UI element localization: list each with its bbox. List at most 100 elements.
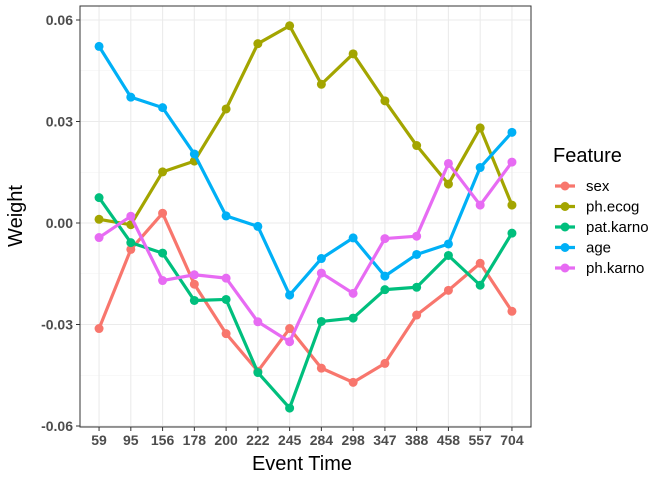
data-point	[507, 157, 517, 167]
data-point	[285, 21, 295, 31]
y-tick-label: -0.03	[41, 317, 73, 333]
series-line	[97, 196, 514, 410]
legend-item-age: age	[555, 240, 611, 257]
data-point	[158, 248, 168, 258]
plot-border	[79, 5, 532, 428]
data-point	[380, 285, 390, 295]
data-point	[221, 273, 231, 283]
x-tick-label: 222	[246, 432, 270, 448]
legend-key-point	[560, 243, 570, 252]
data-point	[221, 294, 231, 304]
y-tick-label: 0.03	[46, 114, 73, 130]
x-tick-label: 284	[310, 432, 334, 448]
legend-item-sex: sex	[555, 178, 610, 195]
data-point	[316, 79, 326, 89]
data-point	[94, 233, 104, 243]
x-tick-label: 388	[405, 432, 429, 448]
legend-item-ph-karno: ph.karno	[555, 260, 644, 277]
data-point	[443, 285, 453, 295]
data-point	[126, 238, 136, 248]
series-ph-karno	[94, 157, 517, 347]
data-point	[221, 211, 231, 221]
data-point	[507, 127, 517, 137]
data-point	[443, 239, 453, 249]
data-point	[94, 324, 104, 334]
x-tick-label: 458	[437, 432, 461, 448]
data-point	[189, 295, 199, 305]
data-point	[158, 167, 168, 177]
data-point	[507, 306, 517, 316]
legend-key-point	[560, 202, 570, 211]
x-tick-label: 178	[183, 432, 207, 448]
y-axis: -0.06 -0.03 0.00 0.03 0.06	[41, 12, 80, 434]
data-point	[189, 279, 199, 289]
data-point	[189, 149, 199, 159]
plot-panel	[80, 6, 531, 427]
data-point	[380, 271, 390, 281]
data-point	[443, 158, 453, 168]
legend-key-point	[560, 222, 570, 232]
data-point	[253, 317, 263, 327]
series-pat-karno	[94, 193, 517, 413]
data-point	[412, 231, 422, 241]
data-point	[158, 276, 168, 286]
data-point	[475, 280, 485, 290]
data-point	[126, 92, 136, 102]
x-tick-label: 245	[278, 432, 302, 448]
x-tick-label: 95	[123, 432, 139, 448]
data-point	[380, 234, 390, 244]
y-tick-label: 0.00	[46, 215, 73, 231]
data-point	[443, 250, 453, 260]
legend-key-point	[560, 263, 570, 273]
data-point	[316, 268, 326, 278]
data-point	[412, 282, 422, 292]
x-tick-label: 59	[91, 432, 107, 448]
x-axis: 59 95 156 178 200 222 245 284 298 347 388 458 557 704	[91, 427, 524, 448]
legend-key-point	[560, 181, 570, 191]
data-point	[221, 329, 231, 339]
data-point	[475, 258, 485, 268]
data-point	[348, 233, 358, 243]
legend-label: ph.ecog	[586, 199, 639, 216]
series-sex	[94, 208, 517, 387]
series-line	[97, 160, 514, 344]
series-age	[94, 41, 517, 300]
data-point	[285, 290, 295, 300]
data-point	[94, 41, 104, 51]
data-point	[412, 310, 422, 320]
legend-title: Feature	[553, 145, 622, 167]
data-point	[126, 211, 136, 221]
data-point	[94, 214, 104, 224]
data-point	[412, 249, 422, 259]
legend-label: age	[586, 240, 611, 257]
data-point	[285, 324, 295, 334]
x-tick-label: 347	[373, 432, 397, 448]
legend-label: pat.karno	[586, 219, 649, 236]
data-point	[221, 104, 231, 114]
data-point	[316, 316, 326, 326]
data-point	[443, 179, 453, 189]
x-tick-label: 156	[151, 432, 175, 448]
legend: Feature sex ph.ecog pat.karno age ph.karno	[553, 145, 649, 277]
data-point	[285, 337, 295, 347]
series-lines	[94, 21, 517, 413]
data-point	[380, 96, 390, 106]
data-point	[253, 221, 263, 231]
data-point	[507, 228, 517, 238]
data-point	[380, 358, 390, 368]
y-axis-title: Weight	[5, 185, 27, 247]
data-point	[348, 313, 358, 323]
data-point	[158, 208, 168, 218]
data-point	[412, 141, 422, 151]
data-point	[507, 200, 517, 210]
data-point	[475, 123, 485, 133]
x-tick-label: 704	[500, 432, 524, 448]
data-point	[475, 200, 485, 210]
data-point	[253, 39, 263, 49]
x-tick-label: 298	[341, 432, 365, 448]
data-point	[348, 288, 358, 298]
series-line	[97, 44, 514, 297]
series-line	[97, 211, 514, 384]
data-point	[475, 163, 485, 173]
